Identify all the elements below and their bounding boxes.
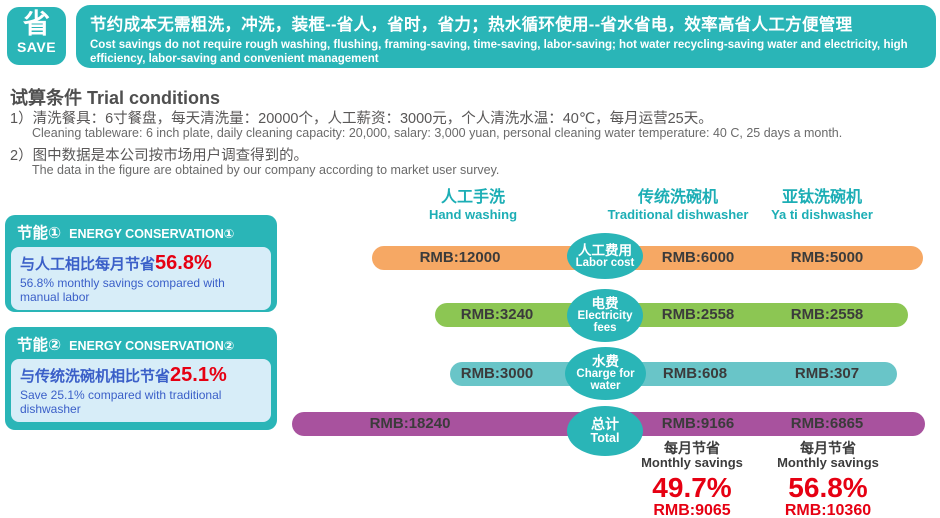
panel-1-title-cn: 节能① <box>17 225 62 242</box>
savings-traditional-percent: 49.7% <box>652 471 732 503</box>
electricity-traditional-value: RMB:2558 <box>661 306 735 323</box>
column-2-en: Traditional dishwasher <box>607 207 749 223</box>
savings-yati-percent: 56.8% <box>788 471 868 503</box>
savings-yati-en: Monthly savings <box>777 454 879 470</box>
water-circle-label: 水费 Charge for water <box>565 347 646 400</box>
total-hand-washing-value: RMB:18240 <box>369 415 451 432</box>
column-1-cn: 人工手洗 <box>440 189 505 206</box>
total-label-cn: 总计 <box>591 415 619 432</box>
labor-cost-yati-value: RMB:5000 <box>790 249 864 266</box>
monthly-savings-traditional: 每月节省 Monthly savings 49.7% RMB:9065 <box>607 441 777 518</box>
trial-title-cn: 试算条件 <box>10 88 82 108</box>
save-badge-cn: 省 <box>23 9 50 39</box>
electricity-hand-washing-value: RMB:3240 <box>460 306 534 323</box>
column-3-cn: 亚钛洗碗机 <box>781 189 862 206</box>
banner-title-en: Cost savings do not require rough washin… <box>90 39 908 66</box>
save-badge: 省 SAVE <box>7 7 66 65</box>
header-banner: 节约成本无需粗洗，冲洗，装框--省人，省时，省力；热水循环使用--省水省电，效率… <box>76 5 936 68</box>
labor-cost-label-cn: 人工费用 <box>578 242 632 258</box>
banner-title-cn: 节约成本无需粗洗，冲洗，装框--省人，省时，省力；热水循环使用--省水省电，效率… <box>90 16 853 34</box>
water-yati-value: RMB:307 <box>794 365 860 382</box>
panel-1-header: 节能① ENERGY CONSERVATION① <box>11 219 271 247</box>
panel-1-claim-cn: 与人工相比每月节省 <box>20 256 156 273</box>
panel-1-claim: 与人工相比每月节省56.8% <box>20 252 262 275</box>
panel-2-body: 与传统洗碗机相比节省25.1% Save 25.1% compared with… <box>11 359 271 423</box>
trial-title-en: Trial conditions <box>87 88 221 108</box>
panel-2-title-en: ENERGY CONSERVATION② <box>69 339 235 353</box>
labor-cost-label-en: Labor cost <box>575 256 635 269</box>
labor-cost-hand-washing-value: RMB:12000 <box>419 249 501 266</box>
panel-2-title-cn: 节能② <box>17 337 62 354</box>
column-2-cn: 传统洗碗机 <box>637 189 718 206</box>
electricity-label-en: Electricity fees <box>577 310 633 335</box>
trial-item-1-en: Cleaning tableware: 6 inch plate, daily … <box>32 126 843 140</box>
savings-yati-rmb: RMB:10360 <box>784 502 872 518</box>
column-header-hand-washing: 人工手洗 Hand washing <box>393 189 553 222</box>
column-1-en: Hand washing <box>428 207 518 223</box>
savings-yati-cn: 每月节省 <box>800 440 856 456</box>
bar-charge-for-water <box>450 362 897 386</box>
trial-item-2-cn: 2）图中数据是本公司按市场用户调查得到的。 <box>10 148 309 164</box>
trial-conditions-title: 试算条件 Trial conditions <box>10 84 220 110</box>
energy-conservation-panel-1: 节能① ENERGY CONSERVATION① 与人工相比每月节省56.8% … <box>5 215 277 312</box>
panel-1-body: 与人工相比每月节省56.8% 56.8% monthly savings com… <box>11 247 271 311</box>
trial-item-1-cn: 1）清洗餐具：6寸餐盘，每天清洗量：20000个，人工薪资：3000元，个人清洗… <box>10 111 713 127</box>
column-header-traditional-dishwasher: 传统洗碗机 Traditional dishwasher <box>588 189 768 222</box>
electricity-label-cn: 电费 <box>591 296 619 312</box>
panel-1-title-en: ENERGY CONSERVATION① <box>69 227 235 241</box>
water-label-cn: 水费 <box>592 354 619 370</box>
panel-2-claim-cn: 与传统洗碗机相比节省 <box>20 368 171 385</box>
panel-2-claim-en: Save 25.1% compared with traditional dis… <box>20 388 222 417</box>
total-yati-value: RMB:6865 <box>790 415 864 432</box>
panel-1-highlight-percent: 56.8% <box>155 252 212 274</box>
save-badge-en: SAVE <box>16 39 57 55</box>
electricity-circle-label: 电费 Electricity fees <box>567 289 643 342</box>
total-label-en: Total <box>590 431 620 446</box>
panel-2-claim: 与传统洗碗机相比节省25.1% <box>20 364 262 387</box>
column-header-yati-dishwasher: 亚钛洗碗机 Ya ti dishwasher <box>737 189 907 222</box>
bar-labor-cost <box>372 246 923 270</box>
panel-2-highlight-percent: 25.1% <box>170 364 227 386</box>
panel-1-claim-en: 56.8% monthly savings compared with manu… <box>20 276 225 305</box>
total-traditional-value: RMB:9166 <box>661 415 735 432</box>
water-traditional-value: RMB:608 <box>662 365 728 382</box>
total-circle-label: 总计 Total <box>567 406 643 456</box>
electricity-yati-value: RMB:2558 <box>790 306 864 323</box>
column-3-en: Ya ti dishwasher <box>771 207 873 223</box>
savings-traditional-cn: 每月节省 <box>664 440 720 456</box>
savings-traditional-rmb: RMB:9065 <box>653 502 731 518</box>
panel-2-header: 节能② ENERGY CONSERVATION② <box>11 331 271 359</box>
monthly-savings-yati: 每月节省 Monthly savings 56.8% RMB:10360 <box>743 441 913 518</box>
energy-conservation-panel-2: 节能② ENERGY CONSERVATION② 与传统洗碗机相比节省25.1%… <box>5 327 277 430</box>
labor-cost-traditional-value: RMB:6000 <box>661 249 735 266</box>
water-hand-washing-value: RMB:3000 <box>460 365 534 382</box>
bar-electricity-fees <box>435 303 908 327</box>
water-label-en: Charge for water <box>576 368 635 393</box>
labor-cost-circle-label: 人工费用 Labor cost <box>567 233 643 279</box>
savings-traditional-en: Monthly savings <box>641 454 743 470</box>
trial-item-2-en: The data in the figure are obtained by o… <box>32 163 500 177</box>
